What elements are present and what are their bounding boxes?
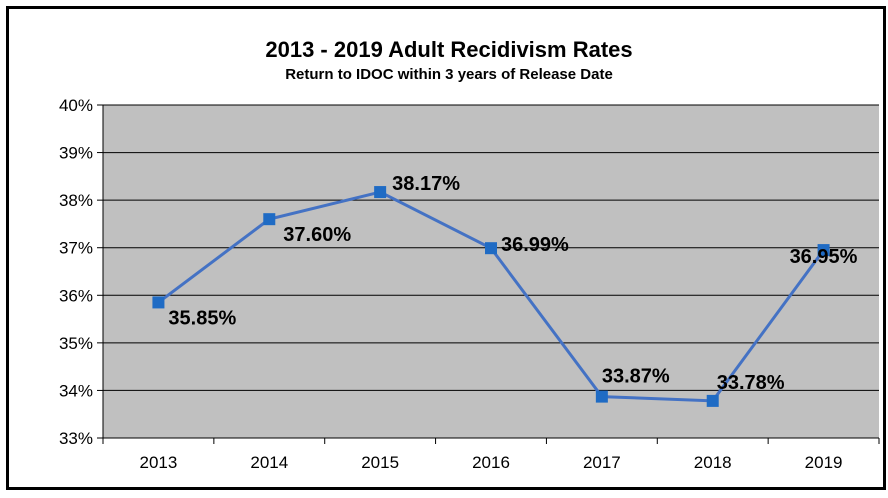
x-tick-label: 2016 xyxy=(472,453,510,472)
x-tick-label: 2017 xyxy=(583,453,621,472)
y-tick-label: 36% xyxy=(59,286,93,305)
data-series xyxy=(152,186,830,407)
y-tick-label: 34% xyxy=(59,381,93,400)
chart-subtitle: Return to IDOC within 3 years of Release… xyxy=(285,66,613,83)
y-tick-label: 38% xyxy=(59,191,93,210)
data-point-marker xyxy=(706,394,719,407)
data-label: 36.99% xyxy=(501,234,569,256)
data-label: 36.95% xyxy=(790,246,858,268)
x-tick-label: 2019 xyxy=(805,453,843,472)
plot-area xyxy=(103,105,879,438)
x-tick-label: 2015 xyxy=(361,453,399,472)
data-labels: 35.85% 37.60% 38.17% 36.99% 33.87% 33.78% 36.9… xyxy=(168,173,857,394)
x-tick-label: 2013 xyxy=(140,453,178,472)
data-label: 37.60% xyxy=(283,224,351,246)
y-tick-label: 35% xyxy=(59,334,93,353)
data-point-marker xyxy=(374,186,387,199)
y-tick-label: 33% xyxy=(59,429,93,448)
data-point-marker xyxy=(152,296,165,309)
data-point-marker xyxy=(485,242,497,255)
data-label: 33.87% xyxy=(602,366,670,388)
chart-title: 2013 - 2019 Adult Recidivism Rates xyxy=(265,37,632,62)
axes: 33% 34% 35% 36% 37% 38% 39% 40% 2013 2014 2015 2016… xyxy=(59,96,880,472)
data-label: 35.85% xyxy=(168,307,236,329)
chart-frame: 2013 - 2019 Adult Recidivism Rates Retur… xyxy=(6,6,886,490)
line-chart: 2013 - 2019 Adult Recidivism Rates Retur… xyxy=(59,37,880,472)
data-label: 33.78% xyxy=(717,372,785,394)
data-point-marker xyxy=(263,213,276,226)
y-tick-label: 39% xyxy=(59,144,93,163)
data-point-marker xyxy=(817,244,830,257)
y-tick-label: 40% xyxy=(59,96,93,115)
y-tick-label: 37% xyxy=(59,239,93,258)
x-tick-label: 2018 xyxy=(694,453,732,472)
data-point-marker xyxy=(595,390,608,403)
data-label: 38.17% xyxy=(392,173,460,195)
x-tick-label: 2014 xyxy=(250,453,288,472)
